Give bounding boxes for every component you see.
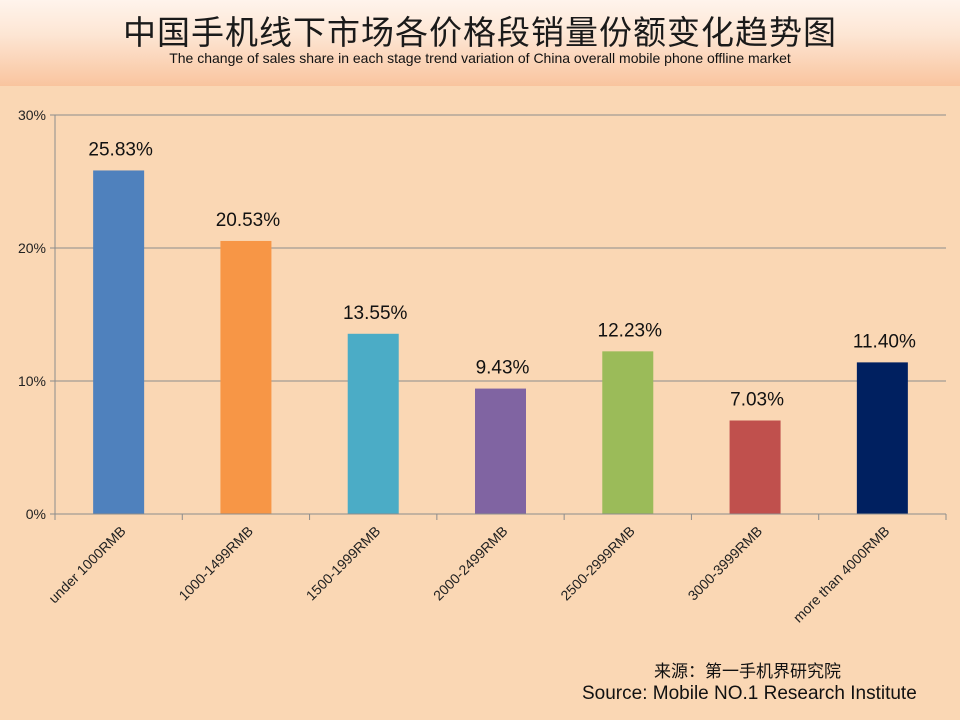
- data-label: 9.43%: [476, 358, 530, 379]
- source-english: Source: Mobile NO.1 Research Institute: [582, 683, 917, 704]
- category-label: 2500-2999RMB: [557, 523, 638, 604]
- data-label: 25.83%: [88, 139, 153, 160]
- y-tick-label: 30%: [18, 107, 46, 123]
- category-label: under 1000RMB: [45, 523, 128, 606]
- bar: [347, 333, 399, 514]
- category-label: 2000-2499RMB: [430, 523, 511, 604]
- bar: [729, 420, 781, 514]
- bar-chart: 0% 10% 20% 30% 25.83% under 1000RMB 20.53% 1000…: [18, 107, 947, 626]
- category-label: 3000-3999RMB: [685, 523, 766, 604]
- y-tick-label: 20%: [18, 240, 46, 256]
- data-label: 12.23%: [598, 320, 663, 341]
- y-tick-label: 10%: [18, 373, 46, 389]
- category-label: 1500-1999RMB: [303, 523, 384, 604]
- chart-subtitle: The change of sales share in each stage …: [169, 50, 791, 66]
- bar: [602, 351, 654, 514]
- y-tick-label: 0%: [26, 506, 46, 522]
- header-banner: 中国手机线下市场各价格段销量份额变化趋势图 The change of sale…: [0, 0, 960, 86]
- source-chinese: 来源：第一手机界研究院: [654, 662, 841, 682]
- category-label: more than 4000RMB: [790, 523, 893, 626]
- bar: [220, 240, 272, 515]
- chart-title: 中国手机线下市场各价格段销量份额变化趋势图: [123, 13, 837, 52]
- category-label: 1000-1499RMB: [175, 523, 256, 604]
- data-label: 7.03%: [730, 390, 784, 411]
- data-label: 11.40%: [853, 331, 916, 352]
- bar: [856, 362, 908, 514]
- data-label: 20.53%: [216, 210, 281, 231]
- bar: [475, 388, 526, 514]
- data-label: 13.55%: [343, 303, 408, 324]
- bar: [93, 170, 145, 514]
